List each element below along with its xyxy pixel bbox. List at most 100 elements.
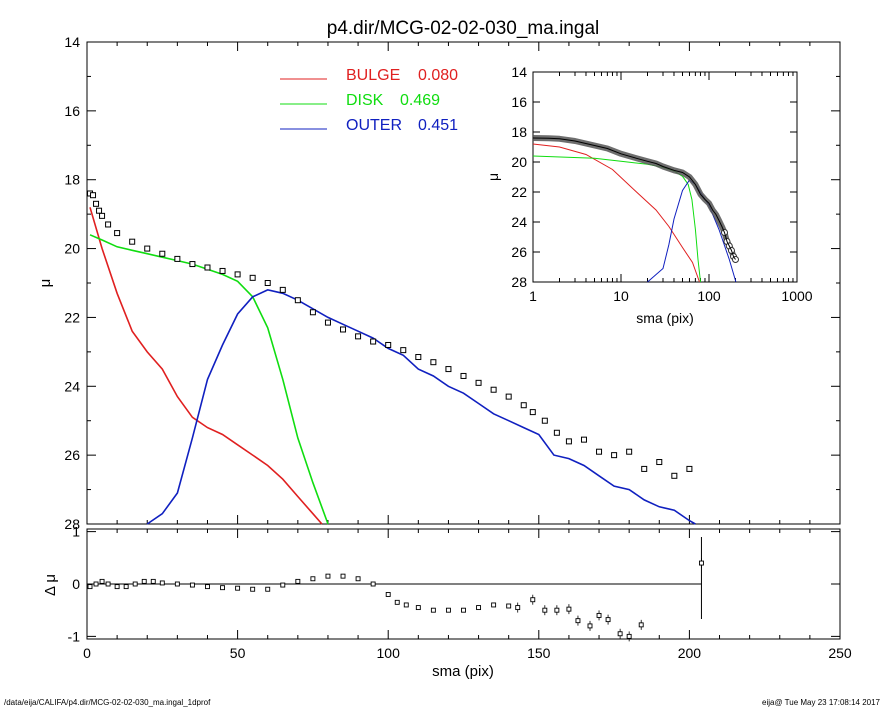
residual-point (461, 607, 466, 613)
main-data-point (430, 359, 437, 366)
residual-point (99, 578, 105, 584)
legend-label-bulge: BULGE (346, 67, 400, 84)
residual-point (698, 560, 704, 566)
residual-point (506, 603, 512, 609)
main-data-point (520, 402, 527, 409)
main-data-point (400, 347, 407, 354)
residual-point (280, 582, 286, 588)
main-line-outer (146, 289, 696, 525)
residual-point (340, 573, 346, 579)
inset-y-tick-label: 20 (511, 154, 527, 170)
inset-y-tick-label: 18 (511, 124, 527, 140)
residual-point (575, 618, 581, 624)
residual-x-tick-label: 250 (828, 645, 852, 661)
main-y-tick-label: 14 (64, 34, 80, 50)
inset-y-tick-label: 14 (511, 64, 527, 80)
inset-x-tick-label: 10 (613, 288, 629, 304)
inset-x-tick-label: 100 (697, 288, 721, 304)
main-data-point (114, 230, 121, 237)
main-data-point (159, 250, 166, 257)
main-y-tick-label: 26 (64, 447, 80, 463)
main-data-point (249, 274, 256, 281)
residual-point (310, 576, 316, 582)
main-data-point (541, 417, 548, 424)
main-ticks: 14 16 18 20 22 24 26 28 (64, 34, 841, 532)
main-series (87, 190, 696, 525)
residual-point (105, 581, 111, 587)
main-panel: 14 16 18 20 22 24 26 28 μ (37, 34, 841, 532)
residual-point (430, 607, 436, 613)
residual-point (114, 584, 120, 590)
inset-frame (532, 71, 798, 283)
main-data-point (505, 393, 512, 400)
residual-point (626, 633, 632, 639)
residual-point (385, 592, 391, 597)
residual-point (403, 602, 409, 608)
residual-point (355, 576, 361, 582)
main-data-point (671, 472, 678, 479)
residual-series (87, 537, 704, 642)
main-data-point (529, 409, 536, 416)
main-data-point (309, 309, 316, 316)
residual-y-tick-label: 0 (72, 576, 80, 592)
residual-point (605, 617, 611, 623)
main-y-tick-label: 28 (64, 516, 80, 532)
main-y-tick-label: 16 (64, 103, 80, 119)
residual-panel: 10-10 50 100 150 200 250 Δ μ sma (pix) (42, 524, 852, 680)
inset-y-tick-label: 26 (511, 244, 527, 260)
main-data-point (219, 267, 226, 274)
residual-point (476, 605, 482, 611)
inset-series (532, 135, 739, 283)
main-y-tick-label: 18 (64, 172, 80, 188)
residual-point (205, 584, 210, 590)
footer-path: /data/eija/CALIFA/p4.dir/MCG-02-02-030_m… (4, 698, 211, 707)
main-data-point (90, 192, 97, 199)
main-data-point (189, 261, 196, 268)
residual-x-tick-label: 0 (83, 645, 91, 661)
chart-title: p4.dir/MCG-02-02-030_ma.ingal (327, 18, 599, 39)
main-data-point (370, 338, 377, 345)
legend-label-disk: DISK (346, 92, 384, 109)
residual-point (515, 605, 521, 611)
main-data-point (445, 366, 452, 373)
residual-y-tick-label: -1 (68, 628, 81, 644)
legend-value-outer: 0.451 (418, 117, 458, 134)
main-data-point (264, 280, 271, 286)
inset-model-total (532, 137, 736, 260)
main-data-point (656, 459, 663, 466)
legend-label-outer: OUTER (346, 117, 402, 134)
main-data-point (641, 465, 648, 472)
main-data-point (279, 286, 286, 293)
residual-point (415, 605, 421, 611)
residual-point (566, 606, 572, 612)
main-data-point (460, 372, 467, 379)
main-data-point (129, 238, 136, 245)
residual-y-label: Δ μ (42, 574, 59, 596)
residual-ticks: 10-10 50 100 150 200 250 (68, 524, 852, 661)
main-data-point (355, 333, 362, 340)
residual-x-tick-label: 100 (377, 645, 401, 661)
residual-point (370, 581, 376, 587)
residual-point (596, 612, 602, 618)
main-y-tick-label: 22 (64, 309, 80, 325)
residual-point (445, 607, 451, 613)
residual-point (554, 607, 560, 613)
residual-point (93, 581, 99, 587)
main-data-point (144, 245, 151, 252)
main-data-point (294, 297, 301, 304)
inset-ticks: 14 16 18 20 22 24 26 281 10 100 1000 (511, 64, 812, 304)
residual-point (150, 578, 156, 584)
residual-point (295, 578, 301, 584)
main-line-disk (89, 234, 329, 525)
inset-line-bulge (532, 143, 700, 283)
residual-x-label: sma (pix) (432, 663, 494, 680)
residual-point (491, 602, 497, 608)
residual-point (394, 599, 400, 605)
main-data-point (475, 379, 482, 386)
residual-point (159, 580, 165, 586)
residual-point (132, 581, 138, 587)
inset-x-tick-label: 1 (529, 288, 537, 304)
main-data-point (490, 386, 497, 393)
residual-point (87, 584, 93, 590)
